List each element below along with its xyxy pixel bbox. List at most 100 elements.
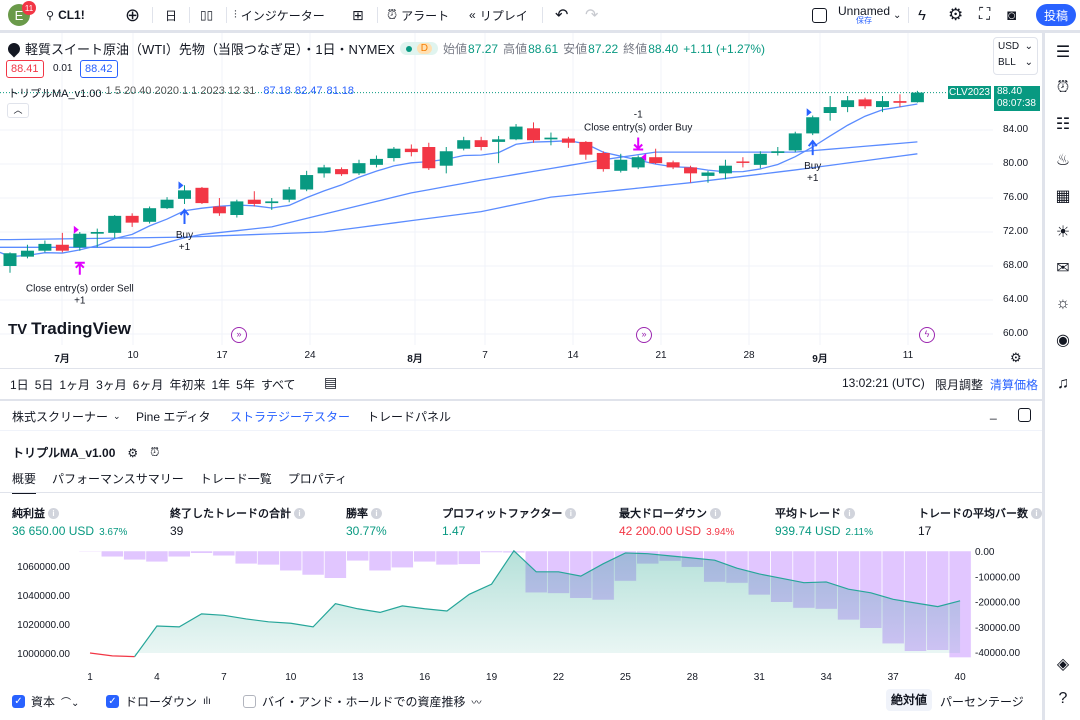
range-button[interactable]: 1年 (211, 378, 231, 392)
indicator-legend[interactable]: トリプルMA_v1.00 1 5 20 40 2020 1 1 2023 12 … (8, 85, 354, 101)
streams-button[interactable]: ◉ (1052, 329, 1074, 351)
chart-type-button[interactable]: ▯▯ (200, 0, 213, 30)
range-button[interactable]: 1ヶ月 (59, 378, 91, 392)
range-button[interactable]: 6ヶ月 (132, 378, 164, 392)
signals-button[interactable]: ☼ (1052, 293, 1074, 315)
trade-marker[interactable]: Close entry(s) order Buy -1 (584, 110, 692, 162)
object-tree-button[interactable]: ☷ (1052, 113, 1074, 135)
range-button[interactable]: 5日 (34, 378, 54, 392)
alert-button[interactable]: ⏰︎ アラート (387, 0, 449, 30)
tab-trading-panel[interactable]: トレードパネル (367, 410, 452, 424)
calendar-button[interactable]: ▦ (1052, 185, 1074, 207)
settlement-price-toggle[interactable]: 清算価格 (990, 378, 1039, 392)
event-icon-dividend[interactable]: » (231, 327, 247, 343)
range-button[interactable]: 5年 (236, 378, 255, 392)
maximize-panel-button[interactable] (1018, 408, 1031, 422)
range-button[interactable]: 3ヶ月 (96, 378, 127, 392)
alert-label: アラート (401, 8, 450, 23)
undo-button[interactable]: ↶ (555, 0, 568, 30)
tradingview-logo[interactable]: TV TradingView (8, 319, 131, 339)
subtab-performance-summary[interactable]: パフォーマンスサマリー (52, 472, 184, 486)
range-button[interactable]: すべて (260, 378, 296, 392)
screenshot-button[interactable]: ◙ (1007, 0, 1016, 30)
drawdown-bar (101, 550, 124, 558)
absolute-button[interactable]: 絶対値 (886, 689, 932, 711)
symbol-title[interactable]: 軽質スイート原油（WTI）先物（当限つなぎ足）・1日・NYMEX (25, 42, 395, 57)
tab-stock-screener[interactable]: 株式スクリーナー ⌄ (12, 408, 121, 425)
replay-button[interactable]: «リプレイ (469, 0, 528, 30)
drawdown-toggle[interactable]: ✓ ドローダウン ılı (106, 693, 211, 710)
trade-marker[interactable]: Close entry(s) order Sell+1 (26, 225, 134, 307)
trade-marker[interactable]: Buy+1 (804, 108, 821, 184)
notifications-button[interactable]: ♫ (1052, 373, 1074, 395)
layout-checkbox[interactable] (812, 0, 827, 30)
publish-button[interactable]: 投稿 (1036, 4, 1076, 26)
trade-marker[interactable]: Buy+1 (176, 181, 193, 253)
right-tick-label: 0.00 (975, 547, 995, 558)
equity-toggle[interactable]: ✓ 資本 ⌒⌄ (12, 693, 79, 710)
event-icon-lightning[interactable]: ϟ (919, 327, 935, 343)
layouts-button[interactable]: ⊞ (352, 0, 364, 30)
percent-button[interactable]: パーセンテージ (940, 695, 1024, 709)
settings-button[interactable]: ⚙ (948, 0, 963, 30)
info-icon[interactable]: i (48, 507, 59, 519)
tab-strategy-tester[interactable]: ストラテジーテスター (230, 410, 351, 424)
candle-body (247, 199, 261, 204)
info-icon[interactable]: i (710, 507, 721, 519)
alerts-button[interactable]: ⏰︎ (1052, 77, 1074, 99)
buy-price-button[interactable]: 88.42 (80, 60, 118, 78)
info-icon[interactable]: i (1031, 507, 1042, 519)
layout-menu-chevron[interactable]: ⌄ (893, 0, 901, 30)
symbol-search[interactable]: ⚲ CL1! (46, 0, 85, 30)
price-chart[interactable]: Close entry(s) order Sell+1 Buy+1 Close en… (0, 33, 993, 345)
unit-select[interactable]: BLL ⌄ (994, 55, 1037, 70)
info-icon[interactable]: i (844, 507, 855, 519)
chat-button[interactable]: ✉ (1052, 257, 1074, 279)
strategy-settings-button[interactable]: ⚙ (127, 446, 138, 460)
info-icon[interactable]: i (294, 507, 305, 519)
compare-symbol-button[interactable]: ⊕ (125, 0, 140, 30)
info-icon[interactable]: i (371, 507, 382, 519)
candle-body (876, 101, 889, 108)
collapse-legend-button[interactable]: ︿ (7, 103, 29, 118)
fullscreen-button[interactable]: ⛶ (979, 0, 990, 30)
info-icon[interactable]: i (565, 507, 577, 519)
buy-hold-toggle[interactable]: バイ・アンド・ホールドでの資産推移〰 (243, 693, 482, 710)
goto-date-button[interactable]: ▤ (324, 374, 337, 391)
subtab-trade-list[interactable]: トレード一覧 (199, 472, 272, 486)
hotlists-button[interactable]: ♨ (1052, 149, 1074, 171)
range-button[interactable]: 年初来 (169, 378, 206, 392)
event-icon-dividend[interactable]: » (636, 327, 652, 343)
candle (317, 164, 331, 178)
ideas-button[interactable]: ☀ (1052, 221, 1074, 243)
candle (300, 170, 314, 192)
axis-settings-button[interactable]: ⚙ (1010, 350, 1022, 366)
watchlist-button[interactable]: ☰ (1052, 41, 1074, 63)
candle-body (90, 232, 104, 234)
contract-adjust-toggle[interactable]: 限月調整 (935, 378, 984, 392)
indicators-button[interactable]: ⫶ インジケーター (234, 0, 325, 30)
redo-button[interactable]: ↷ (585, 0, 598, 30)
candle (90, 228, 104, 248)
subtab-overview[interactable]: 概要 (12, 470, 37, 494)
currency-select[interactable]: USD ⌄ (994, 38, 1037, 55)
minimize-panel-button[interactable]: _ (990, 406, 997, 420)
interval-button[interactable]: 日 (165, 8, 178, 23)
candle-body (841, 100, 855, 108)
help-button[interactable]: ? (1052, 688, 1074, 710)
candle-body (788, 133, 802, 151)
sell-price-button[interactable]: 88.41 (6, 60, 44, 78)
candle (509, 124, 523, 141)
stat-label: プロフィットファクター i (442, 505, 577, 521)
tab-pine-editor[interactable]: Pine エディタ (136, 410, 211, 424)
layers-button[interactable]: ◈ (1052, 653, 1074, 675)
currency-unit-selector[interactable]: USD ⌄ BLL ⌄ (993, 37, 1038, 75)
clock[interactable]: 13:02:21 (UTC) (842, 376, 925, 390)
range-button[interactable]: 1日 (10, 378, 29, 392)
candle-body (684, 167, 698, 174)
quick-search-button[interactable]: ϟ (918, 0, 926, 30)
subtab-properties[interactable]: プロパティ (287, 472, 348, 486)
equity-chart[interactable]: 1 4 7 10 13 16 19 22 25 28 31 34 37 40 1060000.00 10400… (0, 540, 1042, 690)
layout-name-button[interactable]: Unnamed 保存 (838, 0, 890, 30)
strategy-alert-button[interactable]: ⏰︎ (150, 445, 159, 460)
